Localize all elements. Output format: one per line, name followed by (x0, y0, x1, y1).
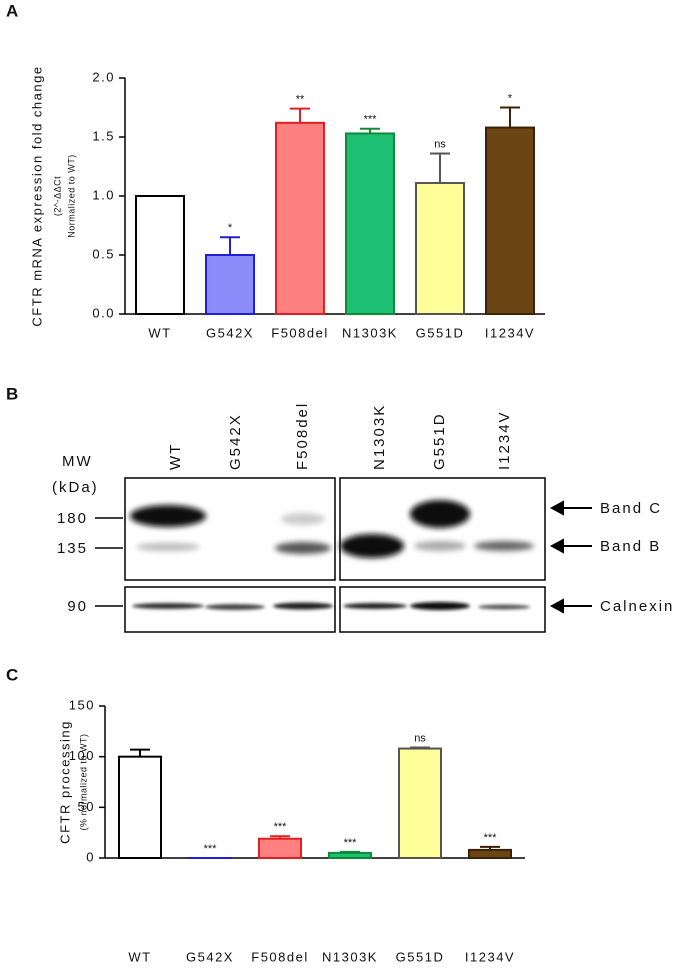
lane-label: I1234V (496, 410, 513, 470)
mw-label: MW (62, 453, 93, 470)
lane-label: G542X (227, 413, 244, 470)
y-axis-label: (2^-ΔΔCt (52, 176, 62, 216)
lane-label: F508del (294, 402, 311, 470)
bar (135, 195, 185, 315)
significance: * (508, 92, 513, 104)
marker-label: 135 (57, 540, 88, 557)
y-tick-label: 0.0 (92, 305, 115, 320)
lane-label: WT (167, 443, 184, 470)
x-tick-label: I1234V (465, 949, 515, 964)
x-tick-label: F508del (251, 949, 308, 964)
bands (130, 500, 534, 558)
y-tick-label: 2.0 (92, 69, 115, 84)
lane-label: N1303K (371, 404, 388, 470)
bar (398, 747, 442, 859)
band (478, 604, 530, 610)
x-tick-label: I1234V (485, 325, 535, 340)
x-tick-label: F508del (271, 325, 328, 340)
band-label: Calnexin (600, 598, 674, 615)
y-tick-label: 0 (86, 849, 95, 864)
blot-box (124, 477, 336, 581)
lane-label: G551D (431, 412, 448, 470)
bar (328, 851, 372, 860)
x-tick-label: G542X (186, 949, 234, 964)
mw-unit: (kDa) (52, 479, 99, 496)
x-tick-label: G551D (396, 949, 445, 964)
significance: *** (344, 837, 358, 849)
arrow-head (549, 598, 564, 614)
significance: ** (296, 94, 305, 106)
y-tick-label: 100 (69, 748, 95, 763)
x-tick-label: N1303K (322, 949, 378, 964)
y-axis-label: Normalized to WT) (66, 154, 76, 238)
significance: *** (274, 821, 288, 833)
band (410, 602, 470, 610)
panel-label: C (6, 665, 18, 684)
band (474, 541, 534, 551)
band (130, 505, 206, 527)
x-tick-label: WT (128, 949, 151, 964)
blot: B MW (kDa) 180 135 90 (6, 384, 674, 633)
bar (468, 848, 512, 859)
y-tick-label: 50 (78, 799, 95, 814)
bar (415, 182, 465, 315)
band (132, 603, 204, 609)
x-tick-label: G551D (416, 325, 465, 340)
y-tick-label: 1.0 (92, 187, 115, 202)
y-axis-label: (% normalized to WT) (78, 733, 88, 830)
y-tick-label: 0.5 (92, 246, 115, 261)
arrow-head (549, 538, 564, 554)
x-tick-label: N1303K (342, 325, 398, 340)
arrows (549, 500, 592, 614)
band (340, 534, 404, 558)
significance: *** (364, 114, 378, 126)
x-tick-label: WT (148, 325, 171, 340)
bar (118, 755, 162, 860)
arrow-head (549, 500, 564, 516)
y-axis-label: CFTR processing (57, 720, 72, 844)
significance: *** (484, 832, 498, 844)
band (414, 541, 466, 551)
band (275, 542, 331, 554)
bar (345, 132, 395, 315)
bar (275, 121, 325, 315)
band-label: Band C (600, 500, 662, 517)
significance: ns (414, 732, 426, 744)
calnexin-bands (132, 602, 530, 610)
marker-label: 180 (57, 510, 88, 527)
bar (485, 126, 535, 315)
significance: *** (204, 843, 218, 855)
band-label: Band B (600, 538, 661, 555)
band (205, 604, 265, 610)
blot-box (339, 477, 546, 581)
bar (258, 837, 302, 859)
y-tick-label: 1.5 (92, 128, 115, 143)
marker-label: 90 (67, 598, 88, 615)
band (410, 500, 470, 528)
panel-label: A (6, 1, 18, 20)
y-tick-label: 150 (69, 697, 95, 712)
y-axis-label: CFTR mRNA expression fold change (29, 65, 44, 326)
band (273, 602, 333, 610)
band (136, 543, 200, 551)
x-tick-label: G542X (206, 325, 254, 340)
bar (205, 254, 255, 315)
band (281, 513, 325, 525)
significance: * (228, 222, 233, 234)
band (343, 603, 407, 609)
panel-label: B (6, 384, 18, 403)
significance: ns (434, 138, 446, 150)
